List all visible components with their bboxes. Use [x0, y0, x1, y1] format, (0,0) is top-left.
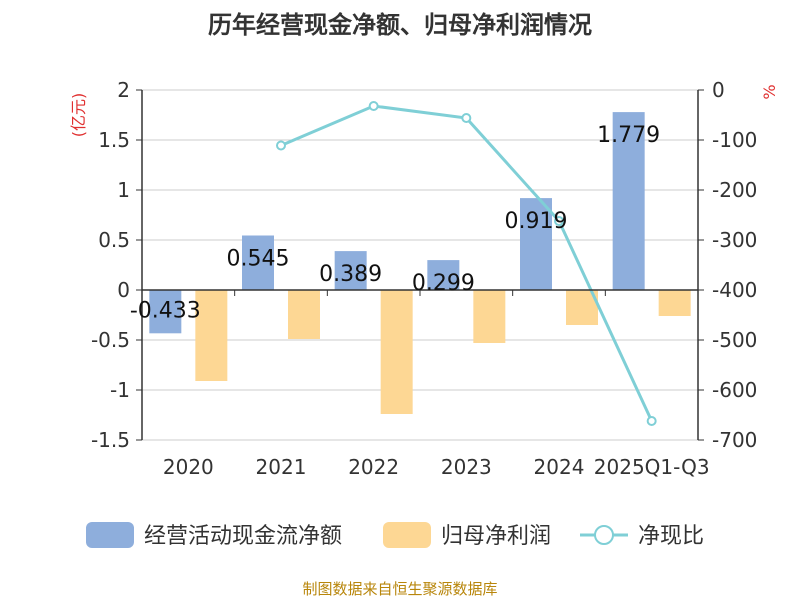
- x-tick-label: 2024: [534, 455, 585, 479]
- ratio-point: [646, 416, 657, 426]
- legend: 经营活动现金流净额 归母净利润 净现比: [86, 522, 704, 549]
- data-label: 1.779: [597, 123, 660, 148]
- data-label: -0.433: [130, 298, 201, 323]
- left-tick-label: -1: [110, 378, 130, 402]
- ratio-line: [276, 101, 657, 426]
- footer-source: 制图数据来自恒生聚源数据库: [302, 580, 498, 598]
- right-tick-label: 0: [712, 78, 725, 102]
- x-tick-label: 2021: [256, 455, 307, 479]
- legend-label: 归母净利润: [441, 524, 551, 549]
- axes: 2 1.5 1 0.5 0 -0.5 -1 -1.5 0 -100 -200 -300 -400 -500…: [91, 78, 757, 479]
- bar-cashflow: [427, 260, 460, 290]
- right-tick-label: -400: [712, 278, 757, 302]
- legend-swatch: [86, 522, 134, 548]
- right-tick-label: -500: [712, 328, 757, 352]
- left-tick-label: 0: [117, 278, 130, 302]
- left-tick-label: 0.5: [98, 228, 130, 252]
- x-tick-label: 2022: [348, 455, 399, 479]
- bars: [149, 112, 691, 414]
- bar-cashflow: [520, 198, 552, 290]
- ratio-point: [554, 216, 564, 226]
- left-tick-label: -1.5: [91, 428, 130, 452]
- right-tick-label: -700: [712, 428, 757, 452]
- ratio-point: [276, 140, 286, 151]
- right-tick-label: -300: [712, 228, 757, 252]
- bar-net-profit: [473, 290, 506, 343]
- left-axis-label: (亿元): [69, 93, 88, 138]
- data-label: 0.919: [505, 209, 568, 234]
- x-tick-label: 2025Q1-Q3: [594, 455, 710, 479]
- bar-cashflow: [334, 251, 367, 290]
- chart-title: 历年经营现金净额、归母净利润情况: [208, 11, 592, 39]
- right-tick-label: -100: [712, 128, 757, 152]
- data-label: 0.545: [227, 247, 290, 272]
- x-tick-label: 2023: [441, 455, 492, 479]
- ratio-point: [368, 101, 379, 111]
- data-labels: -0.433 0.545 0.389 0.299 0.919 1.779: [130, 123, 660, 323]
- data-label: 0.299: [412, 271, 475, 296]
- bar-net-profit: [195, 290, 228, 381]
- x-tick-label: 2020: [163, 455, 214, 479]
- legend-label: 经营活动现金流净额: [144, 524, 342, 549]
- bar-cashflow: [612, 112, 645, 290]
- right-axis-label: %: [760, 84, 779, 99]
- left-tick-label: -0.5: [91, 328, 130, 352]
- left-tick-label: 1: [117, 178, 130, 202]
- legend-marker: [594, 525, 614, 545]
- bar-net-profit: [658, 290, 691, 316]
- bar-cashflow: [149, 290, 182, 334]
- bar-net-profit: [288, 290, 320, 339]
- left-tick-label: 2: [117, 78, 130, 102]
- right-tick-label: -600: [712, 378, 757, 402]
- ratio-point: [461, 113, 472, 123]
- legend-label: 净现比: [638, 524, 704, 549]
- left-tick-label: 1.5: [98, 128, 130, 152]
- legend-swatch: [383, 522, 431, 548]
- data-label: 0.389: [319, 262, 382, 287]
- bar-net-profit: [380, 290, 413, 414]
- right-tick-label: -200: [712, 178, 757, 202]
- bar-cashflow: [242, 235, 274, 290]
